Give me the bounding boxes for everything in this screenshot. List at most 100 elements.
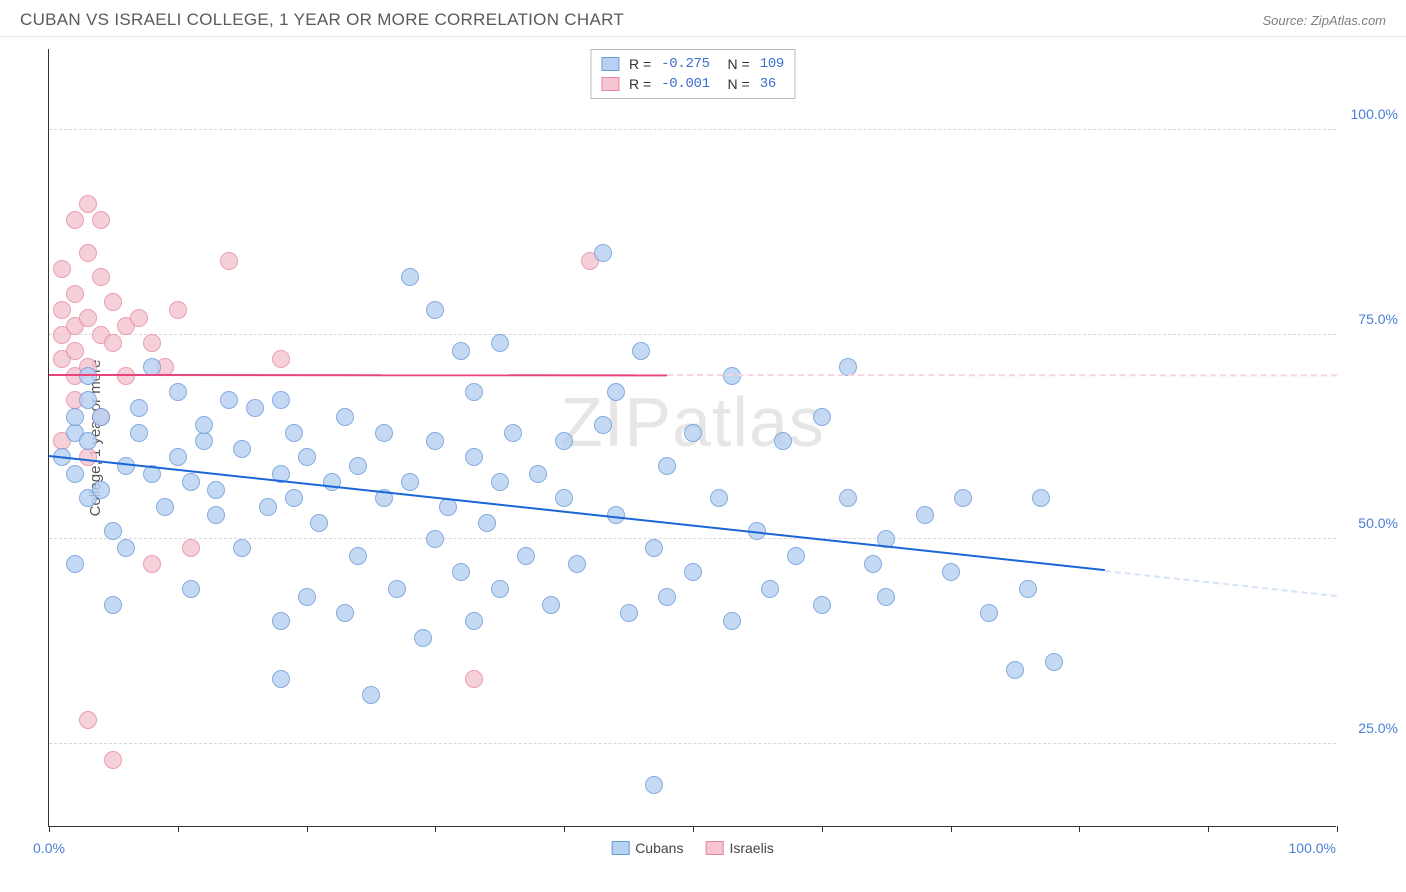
scatter-point bbox=[555, 432, 573, 450]
scatter-point bbox=[169, 383, 187, 401]
scatter-point bbox=[723, 612, 741, 630]
scatter-point bbox=[53, 260, 71, 278]
scatter-point bbox=[684, 563, 702, 581]
scatter-point bbox=[465, 612, 483, 630]
trend-line-dashed bbox=[667, 374, 1337, 376]
scatter-point bbox=[942, 563, 960, 581]
scatter-point bbox=[143, 334, 161, 352]
scatter-point bbox=[465, 448, 483, 466]
x-tick bbox=[49, 826, 50, 832]
scatter-point bbox=[465, 383, 483, 401]
scatter-point bbox=[233, 440, 251, 458]
legend-label: Israelis bbox=[729, 840, 773, 856]
scatter-point bbox=[246, 399, 264, 417]
y-tick-label: 25.0% bbox=[1358, 720, 1398, 736]
scatter-point bbox=[104, 522, 122, 540]
scatter-point bbox=[285, 424, 303, 442]
chart-title: CUBAN VS ISRAELI COLLEGE, 1 YEAR OR MORE… bbox=[20, 10, 624, 30]
stats-legend-row: R =-0.001 N = 36 bbox=[601, 74, 784, 94]
scatter-point bbox=[645, 539, 663, 557]
scatter-point bbox=[787, 547, 805, 565]
trend-line bbox=[49, 374, 667, 376]
scatter-point bbox=[491, 473, 509, 491]
scatter-point bbox=[66, 342, 84, 360]
y-tick-label: 75.0% bbox=[1358, 311, 1398, 327]
scatter-point bbox=[645, 776, 663, 794]
x-tick bbox=[435, 826, 436, 832]
legend-swatch bbox=[601, 77, 619, 91]
x-tick bbox=[693, 826, 694, 832]
stat-label: N = bbox=[720, 76, 750, 92]
scatter-point bbox=[916, 506, 934, 524]
scatter-point bbox=[220, 391, 238, 409]
scatter-point bbox=[1032, 489, 1050, 507]
stat-n-value: 109 bbox=[760, 56, 784, 72]
y-tick-label: 100.0% bbox=[1351, 106, 1398, 122]
scatter-point bbox=[66, 211, 84, 229]
scatter-point bbox=[336, 408, 354, 426]
legend-item: Cubans bbox=[611, 840, 683, 856]
scatter-point bbox=[658, 457, 676, 475]
scatter-point bbox=[272, 670, 290, 688]
scatter-point bbox=[761, 580, 779, 598]
scatter-point bbox=[452, 563, 470, 581]
scatter-point bbox=[980, 604, 998, 622]
scatter-point bbox=[92, 211, 110, 229]
scatter-point bbox=[79, 432, 97, 450]
scatter-point bbox=[839, 489, 857, 507]
scatter-point bbox=[426, 432, 444, 450]
scatter-point bbox=[53, 301, 71, 319]
scatter-point bbox=[79, 391, 97, 409]
scatter-point bbox=[285, 489, 303, 507]
x-tick bbox=[822, 826, 823, 832]
scatter-point bbox=[104, 334, 122, 352]
scatter-point bbox=[143, 555, 161, 573]
scatter-point bbox=[607, 383, 625, 401]
stats-legend-row: R =-0.275 N =109 bbox=[601, 54, 784, 74]
scatter-point bbox=[233, 539, 251, 557]
scatter-point bbox=[1019, 580, 1037, 598]
scatter-point bbox=[362, 686, 380, 704]
scatter-point bbox=[104, 596, 122, 614]
scatter-point bbox=[156, 498, 174, 516]
scatter-point bbox=[542, 596, 560, 614]
scatter-point bbox=[375, 424, 393, 442]
scatter-point bbox=[620, 604, 638, 622]
scatter-point bbox=[491, 580, 509, 598]
scatter-point bbox=[478, 514, 496, 532]
scatter-point bbox=[130, 309, 148, 327]
scatter-point bbox=[426, 301, 444, 319]
x-axis-max-label: 100.0% bbox=[1289, 840, 1336, 856]
scatter-point bbox=[401, 268, 419, 286]
scatter-point bbox=[79, 195, 97, 213]
scatter-point bbox=[92, 481, 110, 499]
scatter-point bbox=[79, 309, 97, 327]
y-tick-label: 50.0% bbox=[1358, 515, 1398, 531]
scatter-point bbox=[465, 670, 483, 688]
chart-header: CUBAN VS ISRAELI COLLEGE, 1 YEAR OR MORE… bbox=[0, 0, 1406, 37]
scatter-point bbox=[632, 342, 650, 360]
scatter-point bbox=[310, 514, 328, 532]
scatter-point bbox=[658, 588, 676, 606]
x-tick bbox=[1337, 826, 1338, 832]
scatter-point bbox=[169, 448, 187, 466]
scatter-point bbox=[954, 489, 972, 507]
scatter-point bbox=[426, 530, 444, 548]
scatter-point bbox=[774, 432, 792, 450]
scatter-point bbox=[272, 391, 290, 409]
scatter-point bbox=[104, 751, 122, 769]
scatter-point bbox=[207, 481, 225, 499]
scatter-point bbox=[349, 457, 367, 475]
scatter-point bbox=[529, 465, 547, 483]
x-tick bbox=[564, 826, 565, 832]
scatter-point bbox=[92, 408, 110, 426]
stat-label: R = bbox=[629, 56, 651, 72]
gridline bbox=[49, 334, 1336, 335]
scatter-point bbox=[1006, 661, 1024, 679]
scatter-point bbox=[66, 555, 84, 573]
x-tick bbox=[951, 826, 952, 832]
scatter-point bbox=[130, 424, 148, 442]
scatter-point bbox=[92, 268, 110, 286]
scatter-point bbox=[684, 424, 702, 442]
trend-line-dashed bbox=[1105, 570, 1337, 597]
